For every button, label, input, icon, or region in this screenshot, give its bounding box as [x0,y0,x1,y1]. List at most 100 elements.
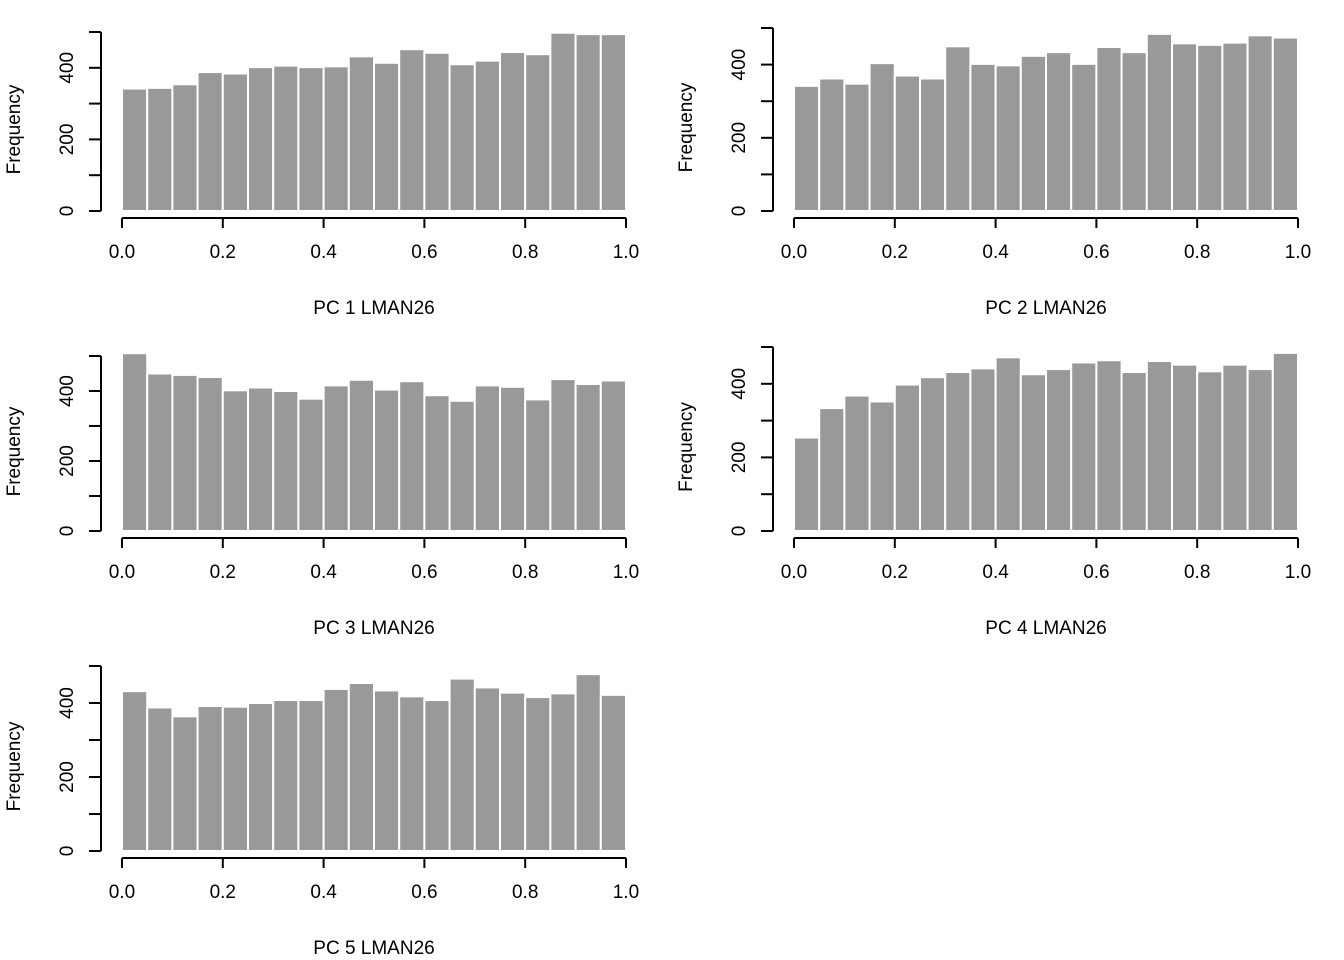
y-tick-label: 0 [729,526,750,537]
histogram-bar [272,699,300,852]
histogram-bar [322,65,350,212]
histogram-bar [574,673,602,853]
y-axis-label: Frequency [4,84,25,174]
x-tick-label: 0.6 [411,882,437,903]
x-tick-label: 0.0 [781,242,807,263]
axes: 0.0 0.2 0.4 0.6 0.8 1.0 0 200 400 [57,31,639,263]
histogram-bar [994,356,1022,532]
axes: 0.0 0.2 0.4 0.6 0.8 1.0 0 200 400 [57,665,639,903]
histogram-bars [121,673,627,853]
histogram-bar [893,383,921,533]
x-tick-label: 1.0 [613,882,639,903]
histogram-bar [843,82,871,212]
histogram-bar [1019,54,1047,213]
histogram-bar [1221,363,1249,532]
x-tick-label: 0.0 [109,882,135,903]
x-tick-label: 0.6 [411,562,437,583]
histogram-bar [196,704,224,853]
x-tick-label: 0.0 [109,242,135,263]
histogram-bar [272,390,300,532]
histogram-bar [599,33,627,213]
histogram-bar [1045,368,1073,532]
y-tick-label: 200 [57,761,78,793]
histogram-panel-5: 0.0 0.2 0.4 0.6 0.8 1.0 0 200 400 PC 5 LMAN26 Fr… [4,665,639,959]
histogram-bar [473,59,501,212]
x-tick-label: 0.0 [109,562,135,583]
x-tick-label: 0.4 [310,562,337,583]
histogram-bar [549,692,577,852]
histogram-bar [322,687,350,852]
histogram-bar [1196,370,1224,532]
y-axis-label: Frequency [4,721,25,811]
histogram-bar [1019,373,1047,532]
histogram-bar [171,715,199,852]
x-tick-label: 1.0 [1285,242,1311,263]
histogram-bar [297,397,325,533]
y-tick-label: 0 [729,206,750,217]
histogram-bar [818,407,846,533]
histogram-bar [1095,359,1123,532]
x-axis-label: PC 2 LMAN26 [985,298,1106,319]
x-tick-label: 0.4 [310,882,337,903]
x-tick-label: 1.0 [1285,562,1311,583]
histogram-bar [347,378,375,532]
histogram-bar [221,705,250,853]
histogram-bar [574,383,602,532]
histogram-bar [448,63,476,212]
histogram-bar [1271,351,1300,532]
histogram-bar [574,33,602,213]
histogram-bar [599,693,627,852]
x-axis-label: PC 1 LMAN26 [313,298,434,319]
histogram-bar [919,376,947,532]
histogram-bar [146,706,174,852]
histogram-bar [994,64,1022,212]
histogram-bar [919,77,947,213]
y-tick-label: 200 [57,124,78,156]
histogram-bar [1120,371,1148,532]
y-axis-label: Frequency [676,402,697,492]
histogram-bar [473,384,501,532]
histogram-bar [398,695,426,853]
histogram-bar [373,689,401,852]
histogram-panel-3: 0.0 0.2 0.4 0.6 0.8 1.0 0 200 400 PC 3 LMAN26 Fr… [4,352,639,639]
histogram-bar [499,51,527,212]
histogram-bars [793,351,1300,533]
histogram-bar [1095,46,1123,213]
histogram-bar [398,48,426,212]
y-axis-label: Frequency [676,82,697,172]
histogram-bar [944,45,972,212]
histogram-bar [247,66,275,212]
histogram-bar [473,686,501,853]
x-tick-label: 0.2 [210,242,236,263]
histogram-bar [1120,51,1148,212]
y-tick-label: 400 [729,368,750,400]
histogram-bars [121,352,627,533]
histogram-bar [146,372,174,532]
histogram-bar [1145,32,1174,212]
x-tick-label: 0.0 [781,562,807,583]
histogram-bar [297,699,325,852]
histogram-panel-2: 0.0 0.2 0.4 0.6 0.8 1.0 0 200 400 PC 2 LMAN26 Fr… [676,27,1311,319]
y-tick-label: 200 [57,445,78,477]
y-tick-label: 400 [57,687,78,719]
histogram-bar [1145,359,1174,533]
histogram-bar [1196,43,1224,212]
histogram-bar [818,77,846,213]
histogram-bar [1246,368,1274,532]
histogram-bars [793,32,1300,213]
axes: 0.0 0.2 0.4 0.6 0.8 1.0 0 200 400 [729,27,1311,263]
y-tick-label: 400 [57,375,78,407]
x-tick-label: 0.4 [982,562,1009,583]
histogram-bar [196,71,224,213]
histogram-bar [448,677,476,853]
histogram-bar [373,61,401,213]
histogram-bar [1271,36,1300,212]
histogram-bar [171,83,199,212]
x-tick-label: 0.8 [1184,242,1210,263]
y-tick-label: 0 [57,846,78,857]
histogram-bars [121,31,627,213]
x-axis-label: PC 4 LMAN26 [985,618,1106,639]
histogram-bar [121,87,149,212]
x-tick-label: 0.6 [1083,562,1109,583]
